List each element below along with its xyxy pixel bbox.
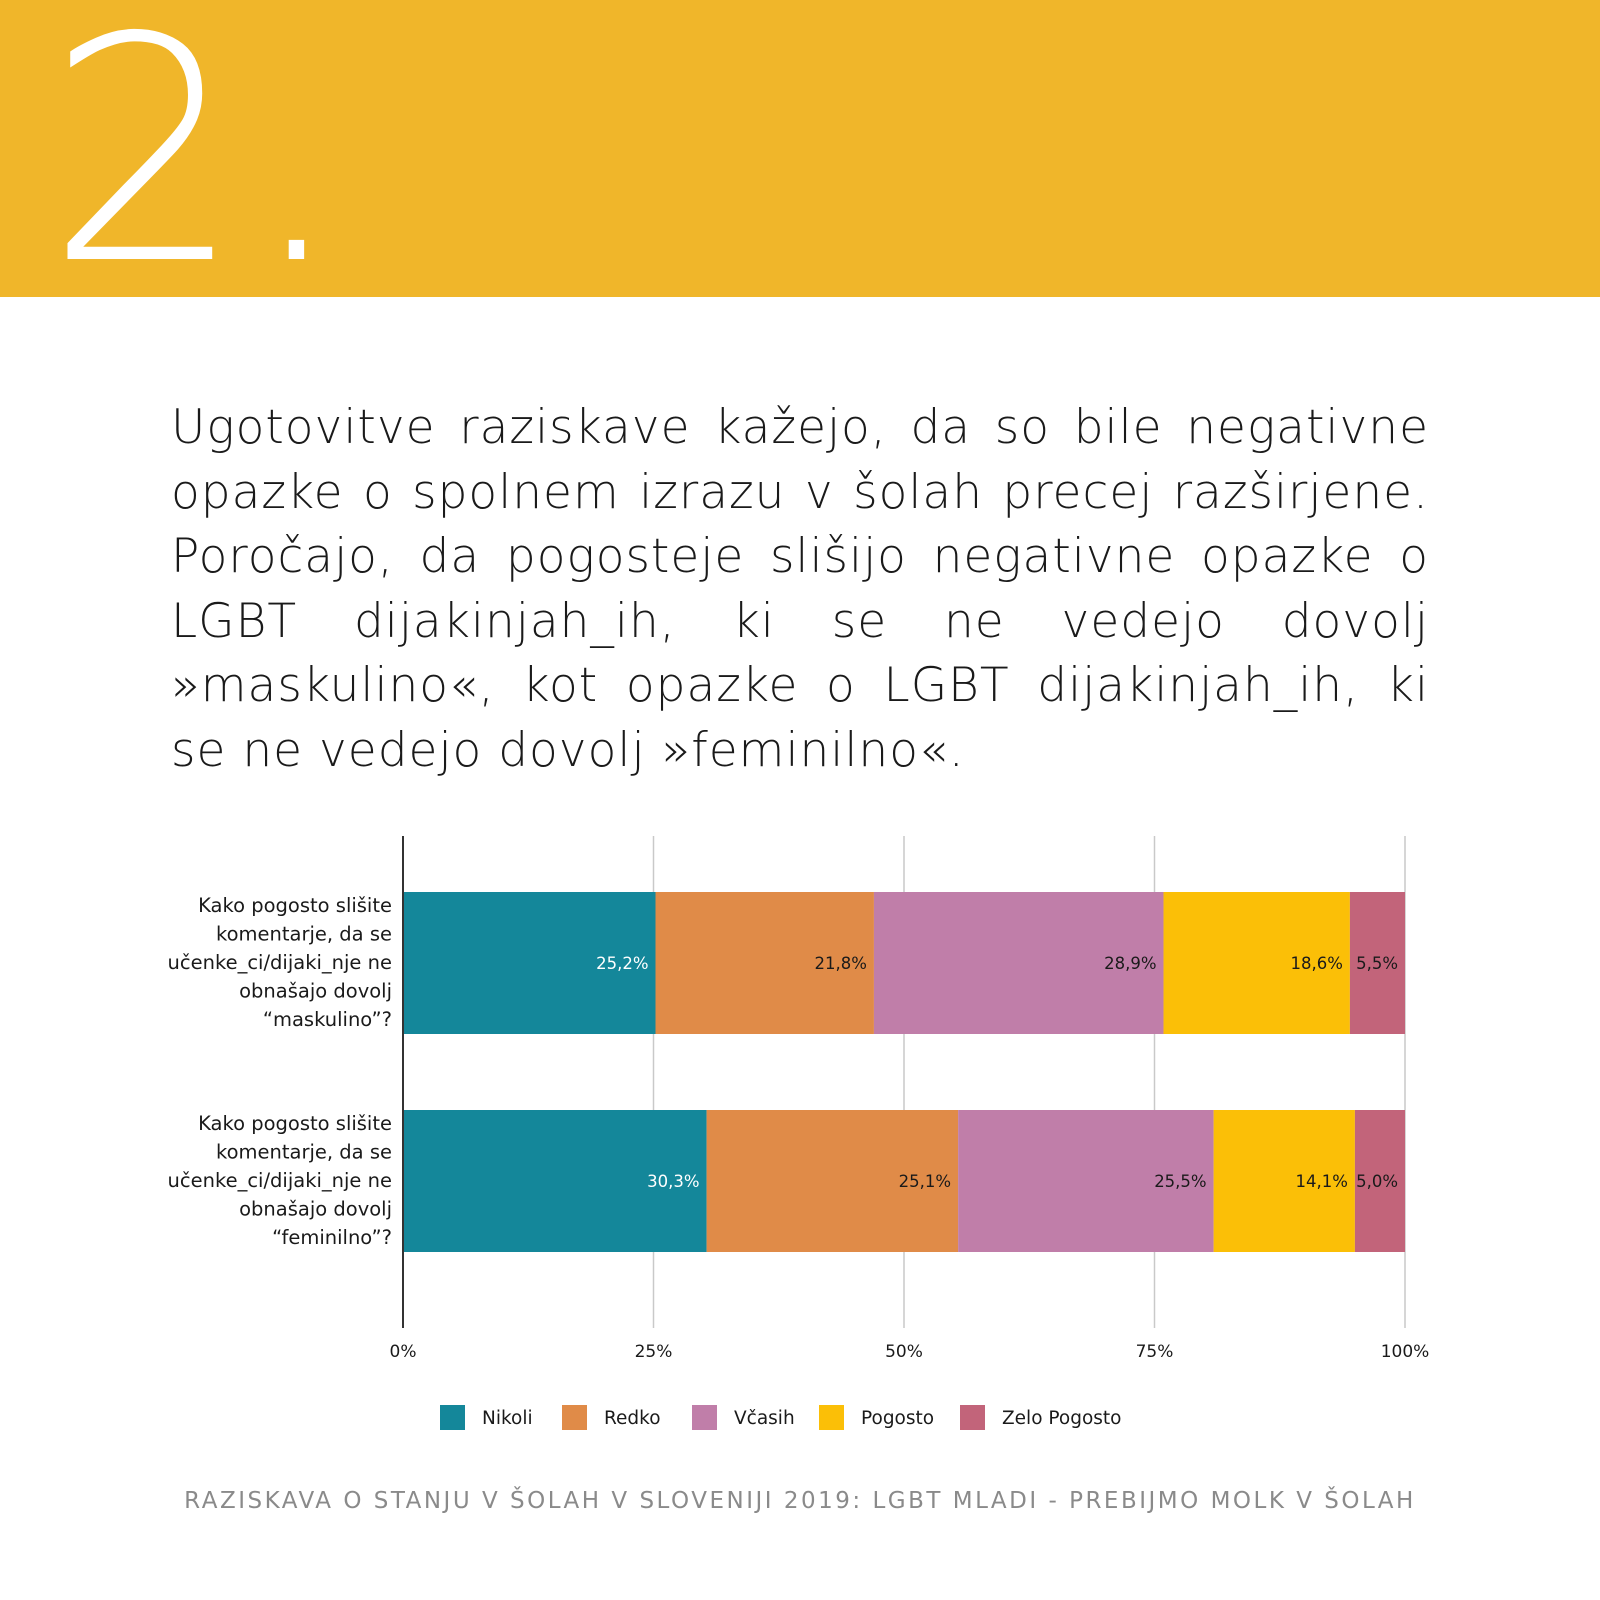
data-label: 25,5% <box>1154 1172 1206 1191</box>
data-label: 30,3% <box>647 1172 699 1191</box>
legend-label-nikoli: Nikoli <box>482 1408 533 1429</box>
data-label: 28,9% <box>1104 954 1156 973</box>
legend-label-včasih: Včasih <box>734 1408 795 1429</box>
section-number: 2. <box>46 0 350 333</box>
data-label: 21,8% <box>815 954 867 973</box>
tick-label: 100% <box>1381 1342 1430 1362</box>
category-label-line: “maskulino”? <box>263 1008 392 1031</box>
data-label: 25,2% <box>596 954 648 973</box>
bar-nikoli-2 <box>403 1110 707 1252</box>
category-label-line: komentarje, da se <box>216 923 392 946</box>
bar-pogosto-2 <box>1213 1110 1355 1252</box>
category-label-line: obnašajo dovolj <box>239 980 392 1003</box>
category-label-line: učenke_ci/dijaki_nje ne <box>168 951 392 974</box>
legend-swatch-včasih <box>692 1405 717 1430</box>
bar-včasih-1 <box>873 892 1164 1034</box>
category-label-line: Kako pogosto slišite <box>198 894 392 917</box>
tick-label: 0% <box>390 1342 417 1362</box>
bar-nikoli-1 <box>403 892 656 1034</box>
tick-label: 75% <box>1136 1342 1174 1362</box>
data-label: 18,6% <box>1290 954 1342 973</box>
category-label-line: učenke_ci/dijaki_nje ne <box>168 1169 392 1192</box>
legend-label-zelo-pogosto: Zelo Pogosto <box>1002 1408 1121 1429</box>
bar-zelo-pogosto-1 <box>1349 892 1405 1034</box>
legend-label-redko: Redko <box>604 1408 661 1429</box>
category-label-line: obnašajo dovolj <box>239 1198 392 1221</box>
legend-swatch-pogosto <box>819 1405 844 1430</box>
stacked-bar-chart: 25,2% 21,8% 28,9% 18,6% 5,5% Kako pogosto sli… <box>168 836 1430 1430</box>
category-label-line: “feminilno”? <box>272 1226 392 1249</box>
legend-swatch-zelo-pogosto <box>960 1405 985 1430</box>
category-label-line: Kako pogosto slišite <box>198 1112 392 1135</box>
tick-label: 25% <box>635 1342 673 1362</box>
data-label: 14,1% <box>1295 1172 1347 1191</box>
header-banner: 2. <box>0 0 1600 333</box>
intro-paragraph: Ugotovitve raziskave kažejo, da so bile … <box>171 400 1429 778</box>
legend-swatch-nikoli <box>440 1405 465 1430</box>
data-label: 5,0% <box>1356 1172 1398 1191</box>
category-label-line: komentarje, da se <box>216 1141 392 1164</box>
data-label: 25,1% <box>899 1172 951 1191</box>
bar-redko-1 <box>655 892 874 1034</box>
bar-zelo-pogosto-2 <box>1354 1110 1405 1252</box>
footer-citation: RAZISKAVA O STANJU V ŠOLAH V SLOVENIJI 2… <box>184 1488 1416 1514</box>
data-label: 5,5% <box>1356 954 1398 973</box>
tick-label: 50% <box>885 1342 923 1362</box>
bar-redko-2 <box>706 1110 959 1252</box>
legend-label-pogosto: Pogosto <box>861 1408 934 1429</box>
bar-včasih-2 <box>958 1110 1214 1252</box>
legend-swatch-redko <box>562 1405 587 1430</box>
bar-pogosto-1 <box>1163 892 1350 1034</box>
